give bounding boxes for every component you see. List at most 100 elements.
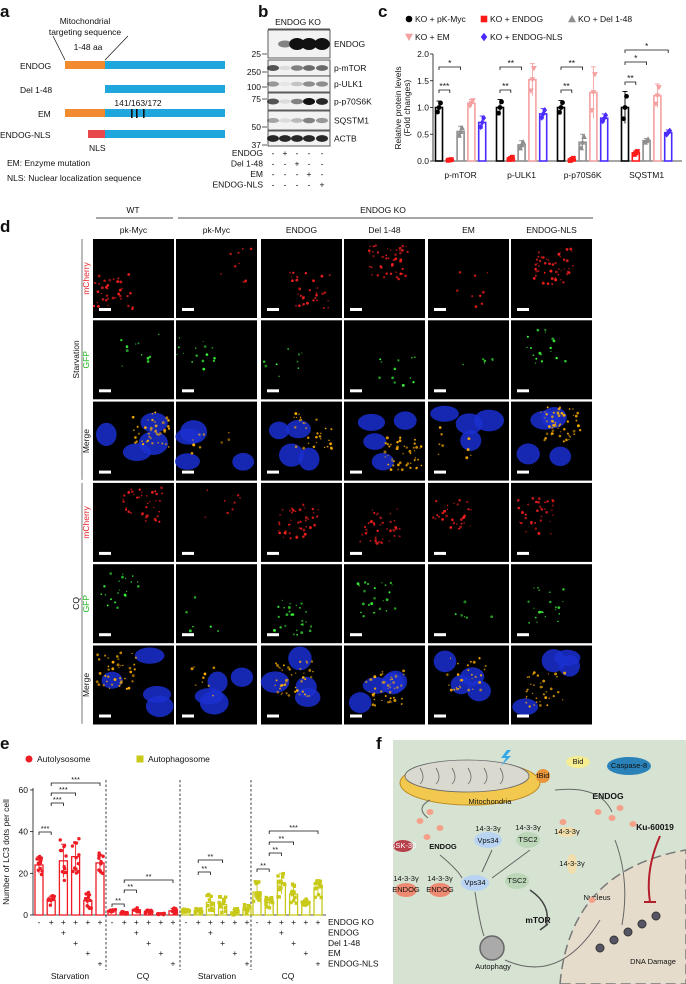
puncta [455,688,459,691]
puncta [132,575,134,577]
pathway-arrow [439,854,463,879]
puncta [392,696,395,699]
puncta [202,367,206,371]
data-point [459,124,465,131]
puncta [98,671,102,675]
bar-ko-em [467,102,476,162]
puncta [440,433,443,436]
puncta [220,441,223,444]
data-point [318,882,322,886]
micrograph-background [93,320,174,400]
puncta [378,376,381,380]
blot-band [291,81,303,87]
legend-item: KO + pK-Myc [405,14,467,24]
puncta [290,276,293,279]
data-point [210,908,214,912]
scale-bar [267,389,279,393]
data-point [143,911,148,916]
endog-body-domain [105,85,225,93]
puncta [393,687,396,690]
puncta [409,466,412,470]
data-point [242,907,247,911]
puncta [127,686,131,690]
puncta [406,250,409,254]
scale-bar [267,470,279,474]
puncta [329,442,332,446]
puncta [394,253,397,257]
puncta [559,423,562,426]
puncta [97,683,101,686]
condition-sign: + [316,959,321,969]
data-point [653,101,659,107]
condition-sign: + [232,948,237,958]
puncta [446,504,449,507]
puncta [575,419,578,422]
data-point [70,844,75,848]
puncta [126,294,129,298]
puncta [566,432,569,435]
data-point [570,155,576,161]
puncta [277,615,280,618]
puncta [412,380,415,384]
data-point [279,879,283,884]
puncta [227,438,231,442]
puncta [295,416,298,419]
puncta [304,271,308,275]
puncta [136,585,140,588]
nls-domain [88,130,105,138]
puncta [104,286,108,289]
puncta [303,422,306,425]
scale-bar [350,551,362,555]
nucleus-stain [363,433,387,450]
puncta [131,652,133,655]
data-point [206,903,210,908]
condition-sign: - [272,169,275,179]
legend-label: KO + pK-Myc [415,14,467,24]
puncta [301,619,304,623]
puncta [192,443,196,447]
puncta [571,250,573,253]
micrograph-background [93,564,174,644]
puncta [470,454,472,456]
puncta [295,278,299,282]
data-point [86,890,91,895]
data-point [436,105,442,110]
significance-bracket [197,871,211,875]
data-point [221,901,225,906]
puncta [565,438,568,442]
data-point [301,902,306,907]
significance-label: *** [71,775,80,784]
row-label: Del 1-48 [328,938,360,948]
puncta [202,676,205,679]
puncta [435,499,438,503]
mitochondrion-cristae [404,759,530,793]
puncta [549,687,553,691]
puncta [239,497,241,499]
nucleus-stain [460,430,482,451]
data-point [110,908,115,912]
puncta [390,683,392,685]
nls-tag-label: NLS [89,143,106,153]
scale-bar [99,470,111,474]
tbid-label: tBid [537,771,550,780]
puncta [295,536,298,540]
puncta [275,363,278,366]
nucleus-stain [357,413,386,431]
puncta [370,602,374,605]
data-point [236,909,240,913]
puncta [551,415,554,419]
puncta [165,416,169,420]
inhibition-arrow [644,835,661,903]
condition-sign: + [73,917,78,927]
puncta [358,584,361,587]
puncta [308,526,312,530]
nucleus-stain [541,407,567,429]
legend-label: KO + Del 1-48 [578,14,632,24]
puncta [395,527,398,531]
puncta [526,346,528,349]
data-point [478,123,484,131]
puncta [138,496,141,499]
puncta [134,343,137,345]
puncta [540,411,542,413]
puncta [400,468,404,472]
